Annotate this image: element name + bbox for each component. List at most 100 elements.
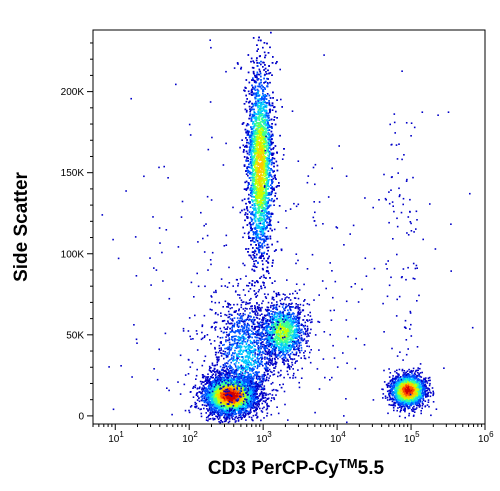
- event-dot: [203, 375, 206, 378]
- event-dot: [228, 387, 231, 389]
- event-dot: [222, 398, 224, 401]
- event-dot: [249, 408, 252, 411]
- event-dot: [247, 405, 249, 407]
- event-dot: [189, 391, 192, 393]
- event-dot: [219, 396, 222, 399]
- event-dot: [248, 402, 250, 405]
- event-dot: [207, 376, 210, 378]
- event-dot: [232, 392, 234, 395]
- event-dot: [206, 397, 209, 400]
- event-dot: [401, 369, 404, 372]
- event-dot: [244, 399, 247, 402]
- event-dot: [200, 399, 203, 402]
- event-dot: [216, 369, 218, 372]
- event-dot: [245, 407, 247, 410]
- event-dot: [206, 408, 208, 410]
- event-dot: [223, 409, 226, 412]
- event-dot: [221, 401, 224, 404]
- event-dot: [209, 398, 212, 401]
- event-dot: [429, 382, 431, 385]
- event-dot: [241, 382, 244, 384]
- event-dot: [226, 392, 228, 395]
- event-dot: [248, 404, 251, 407]
- event-dot: [261, 393, 264, 396]
- event-dot: [261, 411, 264, 413]
- event-dot: [206, 376, 209, 378]
- event-dot: [256, 401, 258, 403]
- event-dot: [249, 394, 251, 396]
- event-dot: [224, 399, 227, 401]
- event-dot: [213, 399, 216, 402]
- event-dot: [208, 399, 210, 401]
- event-dot: [228, 373, 231, 375]
- event-dot: [234, 402, 237, 404]
- event-dot: [246, 410, 249, 412]
- event-dot: [230, 402, 233, 405]
- event-dot: [215, 407, 217, 410]
- event-dot: [236, 395, 239, 397]
- event-dot: [425, 385, 427, 388]
- event-dot: [245, 383, 247, 385]
- event-dot: [218, 415, 221, 417]
- event-dot: [425, 387, 427, 389]
- event-dot: [220, 395, 222, 398]
- event-dot: [235, 391, 238, 393]
- event-dot: [225, 411, 227, 414]
- event-dot: [211, 396, 213, 398]
- event-dot: [418, 399, 420, 402]
- event-dot: [389, 372, 392, 374]
- event-dot: [254, 399, 256, 401]
- event-dot: [215, 370, 217, 373]
- event-dot: [223, 377, 225, 379]
- event-dot: [215, 409, 218, 412]
- event-dot: [211, 404, 214, 406]
- event-dot: [204, 391, 207, 394]
- event-dot: [246, 404, 248, 407]
- event-dot: [242, 413, 245, 415]
- event-dot: [205, 388, 207, 391]
- event-dot: [248, 400, 251, 402]
- event-dot: [212, 394, 215, 396]
- event-dot: [225, 383, 227, 386]
- event-dot: [403, 389, 406, 392]
- event-dot: [244, 403, 246, 405]
- event-dot: [208, 382, 211, 384]
- event-dot: [248, 396, 251, 398]
- event-dot: [255, 376, 258, 378]
- event-dot: [234, 383, 236, 385]
- event-dot: [209, 377, 211, 380]
- event-dot: [225, 396, 227, 399]
- event-dot: [220, 398, 223, 401]
- event-dot: [214, 374, 217, 377]
- event-dot: [400, 407, 403, 410]
- event-dot: [212, 417, 214, 420]
- event-dot: [229, 387, 232, 390]
- event-dot: [214, 401, 217, 403]
- event-dot: [241, 399, 244, 402]
- event-dot: [267, 397, 270, 400]
- event-dot: [211, 406, 213, 408]
- event-dot: [239, 403, 242, 405]
- event-dot: [237, 409, 240, 411]
- event-dot: [246, 388, 249, 390]
- event-dot: [390, 385, 392, 388]
- event-dot: [206, 395, 208, 398]
- event-dot: [195, 405, 198, 407]
- event-dot: [255, 406, 257, 408]
- event-dot: [404, 407, 406, 410]
- event-dot: [250, 404, 253, 406]
- event-dot: [243, 412, 245, 414]
- event-dot: [197, 407, 200, 410]
- event-dot: [414, 373, 416, 376]
- event-dot: [200, 415, 203, 418]
- event-dot: [382, 388, 384, 391]
- event-dot: [230, 400, 233, 402]
- event-dot: [211, 399, 214, 401]
- event-dot: [393, 381, 395, 383]
- event-dot: [231, 416, 233, 419]
- event-dot: [265, 392, 267, 395]
- event-dot: [229, 367, 231, 370]
- event-dot: [233, 376, 235, 379]
- event-dot: [221, 383, 224, 386]
